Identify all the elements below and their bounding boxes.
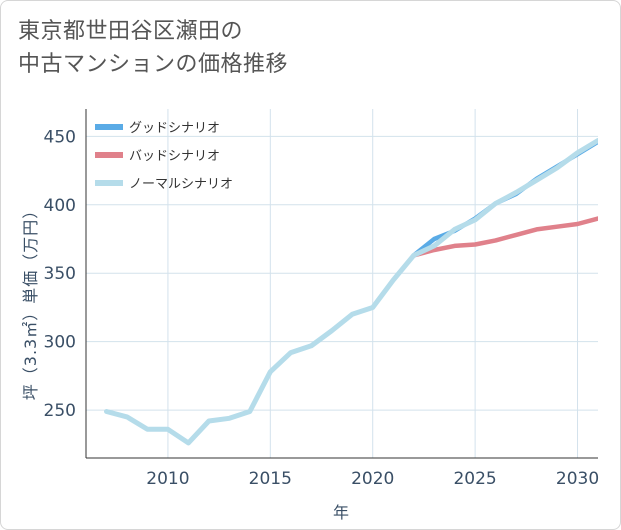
grid-lines — [86, 109, 598, 458]
chart-title: 東京都世田谷区瀬田の 中古マンションの価格推移 — [18, 15, 288, 81]
legend-label-1[interactable]: バッドシナリオ — [129, 149, 220, 164]
series-line-2 — [104, 138, 598, 446]
series-lines — [104, 138, 598, 446]
series-line-1 — [411, 216, 598, 258]
x-tick-label-2020: 2020 — [351, 469, 394, 489]
tick-labels: 250 300 350 400 450 2010 2015 2020 2025 2030 — [44, 127, 600, 489]
legend-label-0[interactable]: グッドシナリオ — [129, 121, 220, 136]
x-tick-label-2010: 2010 — [146, 469, 189, 489]
y-tick-label-250: 250 — [44, 401, 76, 421]
x-axis-title: 年 — [333, 503, 350, 522]
y-tick-label-400: 400 — [44, 196, 76, 216]
x-tick-label-2030: 2030 — [556, 469, 599, 489]
y-tick-label-450: 450 — [44, 127, 76, 147]
y-axis-title: 坪（3.3㎡）単価（万円） — [21, 201, 40, 401]
chart-title-line-1: 東京都世田谷区瀬田の — [18, 19, 244, 44]
y-tick-label-350: 350 — [44, 264, 76, 284]
y-tick-label-300: 300 — [44, 333, 76, 353]
legend-label-2[interactable]: ノーマルシナリオ — [129, 177, 233, 192]
x-tick-label-2015: 2015 — [249, 469, 292, 489]
axes — [85, 109, 598, 459]
x-tick-label-2025: 2025 — [453, 469, 496, 489]
chart-title-line-2: 中古マンションの価格推移 — [18, 52, 289, 77]
